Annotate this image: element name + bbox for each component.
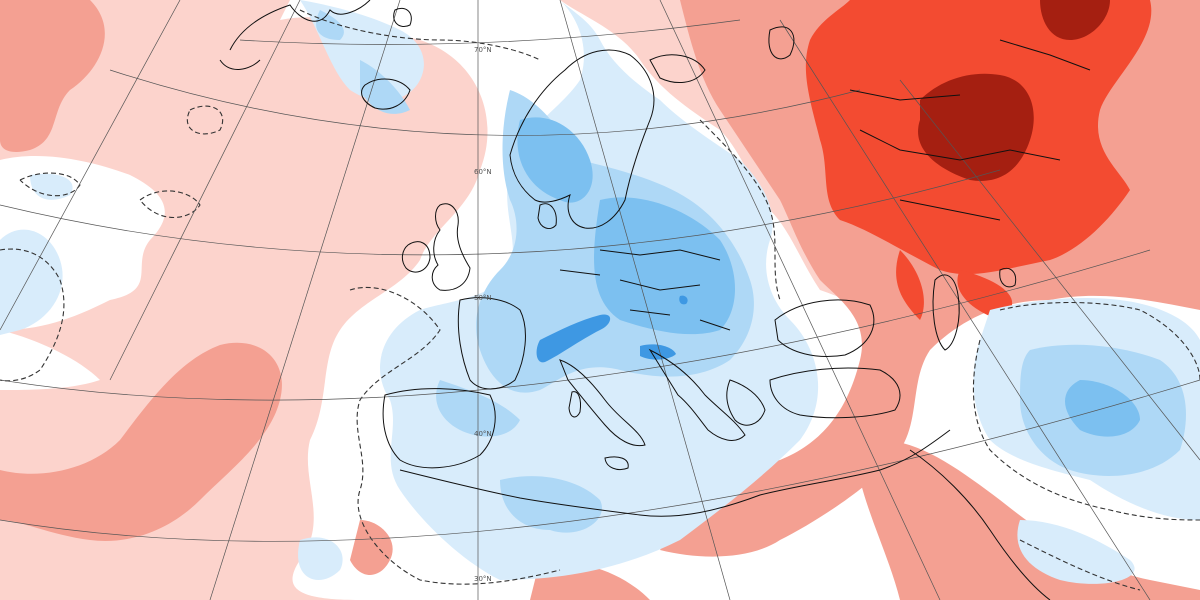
kola-coast	[649, 54, 706, 83]
north-africa-coast	[399, 429, 951, 517]
cool-strong-zones	[517, 117, 1140, 437]
italy-coast	[559, 359, 646, 447]
iberia-coast	[382, 388, 496, 469]
sicily-coast	[604, 456, 629, 471]
svalbard-coast	[393, 7, 412, 27]
zero-contours	[0, 9, 1200, 591]
ireland-coast	[401, 241, 431, 273]
black-sea-coast	[774, 299, 875, 358]
eastern-europe-borders	[559, 249, 731, 331]
cool-deep-zones	[536, 295, 688, 363]
latitude-labels: 70°N 60°N 50°N 40°N 30°N	[474, 46, 492, 583]
arabia-coast	[909, 449, 1051, 600]
longitude-line	[779, 19, 1151, 600]
zero-contour	[699, 119, 781, 301]
longitude-line	[109, 0, 301, 381]
uk-coast	[431, 203, 471, 291]
zero-contour	[972, 339, 1200, 521]
aral-sea	[999, 267, 1017, 288]
zero-contour	[19, 172, 81, 197]
zero-contour	[299, 9, 541, 61]
latitude-label-50: 50°N	[474, 294, 492, 302]
france-coast	[457, 297, 526, 390]
latitude-line	[0, 249, 1151, 401]
russia-borders	[849, 39, 1091, 221]
latitude-label-30: 30°N	[474, 575, 492, 583]
coastlines	[219, 0, 1091, 600]
longitude-line	[0, 0, 181, 331]
zero-contour	[186, 105, 224, 135]
caspian-coast	[932, 274, 960, 351]
balkans-coast	[648, 348, 746, 441]
greenland-coast	[219, 0, 371, 70]
warm-extreme-zones	[918, 0, 1110, 181]
longitude-line	[209, 0, 401, 600]
longitude-line	[659, 0, 941, 600]
latitude-label-70: 70°N	[474, 46, 492, 54]
zero-contour	[139, 190, 201, 218]
zero-contour	[1019, 539, 1141, 591]
latitude-line	[239, 19, 741, 45]
zero-contour	[349, 286, 561, 585]
latitude-label-60: 60°N	[474, 168, 492, 176]
zero-contour	[0, 248, 65, 382]
latitude-label-40: 40°N	[474, 430, 492, 438]
scandinavia-coast	[509, 49, 655, 229]
denmark-coast	[537, 203, 557, 229]
sardinia-coast	[568, 391, 581, 418]
turkey-coast	[769, 367, 901, 419]
latitude-line	[0, 169, 1001, 256]
iceland-coast	[361, 78, 411, 110]
latitude-line	[109, 69, 861, 136]
latitude-line	[0, 379, 1200, 542]
novaya-zemlya	[768, 26, 795, 60]
longitude-line	[899, 79, 1200, 461]
longitude-line	[559, 0, 731, 600]
greece-coast	[726, 379, 766, 426]
